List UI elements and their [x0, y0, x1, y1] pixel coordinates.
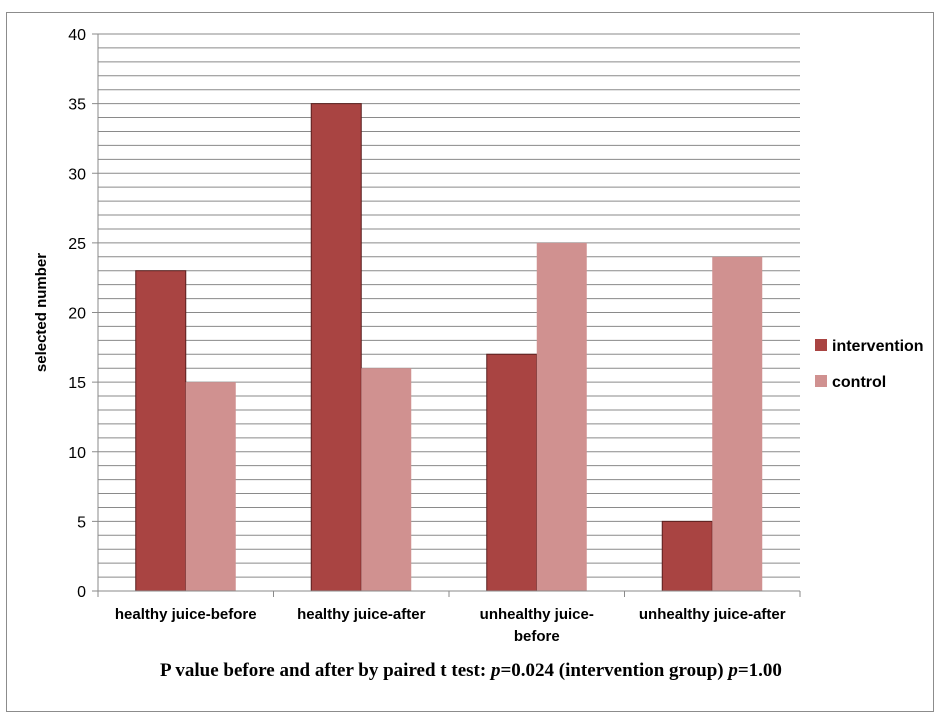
bar-control-0 — [185, 382, 236, 591]
y-tick-label: 25 — [68, 236, 86, 253]
footnote-intervention: =0.024 (intervention group) — [500, 660, 729, 681]
legend-swatch-control — [815, 375, 827, 387]
x-tick-label: unhealthy juice- — [480, 606, 594, 623]
bar-control-1 — [361, 368, 412, 591]
x-tick-label: healthy juice-after — [297, 606, 426, 623]
y-tick-label: 0 — [77, 584, 86, 601]
legend-swatch-intervention — [815, 339, 827, 351]
y-tick-label: 20 — [68, 306, 86, 323]
legend: intervention control — [815, 338, 924, 391]
x-tick-label: unhealthy juice-after — [639, 606, 786, 623]
footnote: P value before and after by paired t tes… — [0, 660, 942, 682]
y-tick-label: 15 — [68, 375, 86, 392]
bar-intervention-0 — [135, 270, 187, 592]
footnote-control: =1.00 — [737, 660, 782, 681]
footnote-p-symbol-2: p — [728, 660, 738, 681]
footnote-p-symbol-1: p — [490, 660, 501, 681]
legend-label-control: control — [832, 374, 886, 391]
y-tick-labels: 0 5 10 15 20 25 30 35 40 — [68, 27, 86, 601]
y-tick-label: 35 — [68, 97, 86, 114]
x-tick-label: before — [514, 628, 560, 645]
x-tick-label: healthy juice-before — [115, 606, 257, 623]
y-tick-label: 40 — [68, 27, 86, 44]
y-tick-label: 30 — [68, 166, 86, 183]
bar-control-3 — [712, 256, 763, 591]
y-axis-label: selected number — [33, 253, 50, 372]
y-tick-label: 10 — [68, 445, 86, 462]
bar-control-2 — [536, 242, 587, 591]
y-tick-label: 5 — [77, 514, 86, 531]
bar-intervention-3 — [661, 520, 713, 592]
bar-intervention-2 — [486, 353, 538, 592]
axes — [92, 33, 801, 597]
bar-intervention-1 — [310, 103, 362, 592]
footnote-prefix: P value before and after by paired t tes… — [160, 660, 491, 681]
legend-label-intervention: intervention — [832, 338, 924, 355]
x-tick-labels: healthy juice-before healthy juice-after u… — [115, 606, 786, 645]
bars — [135, 103, 763, 592]
